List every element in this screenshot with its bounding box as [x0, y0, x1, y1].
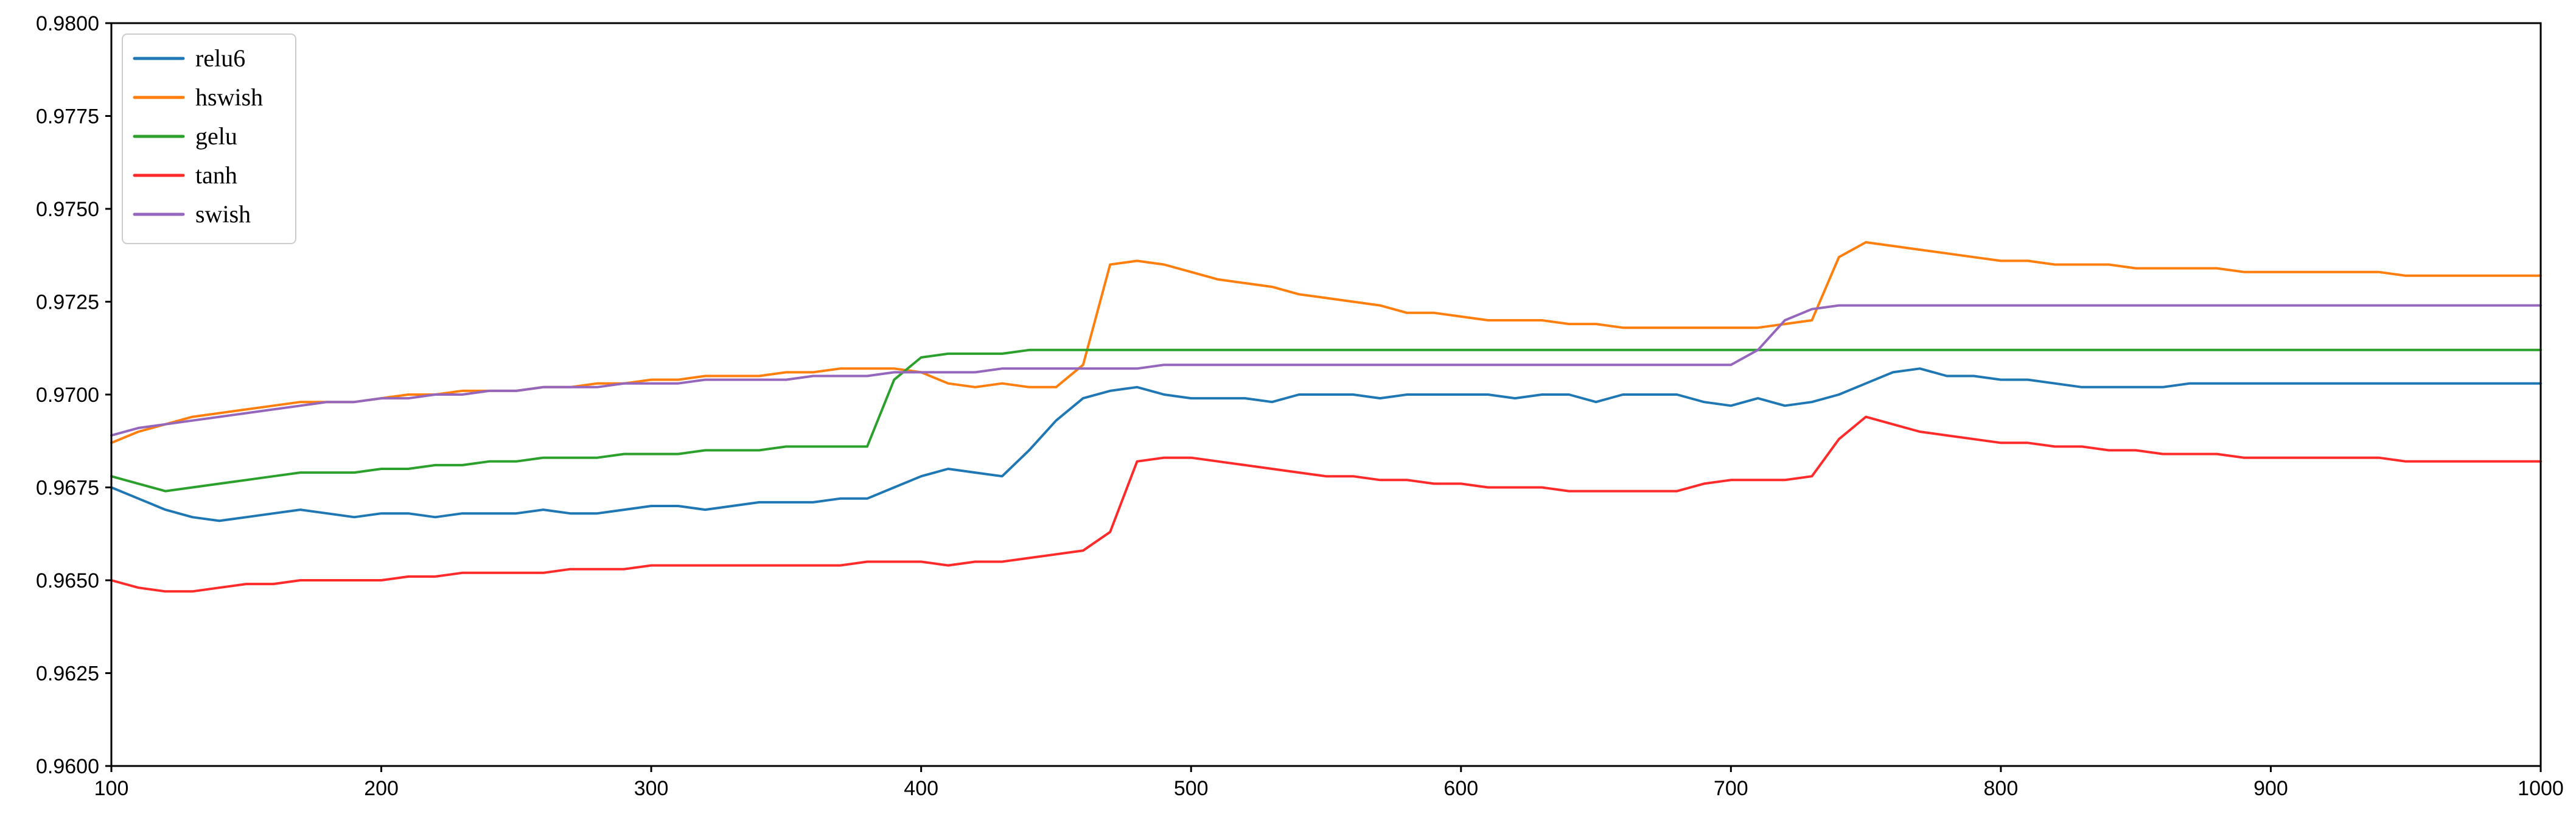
x-tick-label: 600 [1443, 777, 1478, 800]
x-tick-label: 800 [1984, 777, 2019, 800]
y-tick-label: 0.9625 [36, 662, 99, 686]
legend-label-tanh: tanh [195, 161, 237, 189]
y-tick-label: 0.9725 [36, 291, 99, 314]
series-line-relu6 [110, 367, 2542, 522]
y-tick-label: 0.9775 [36, 105, 99, 128]
x-tick-label: 300 [634, 777, 669, 800]
legend-label-swish: swish [195, 200, 251, 228]
legend-label-hswish: hswish [195, 83, 263, 111]
legend-box [122, 33, 296, 244]
series-layer [110, 241, 2542, 593]
x-tick-label: 400 [904, 777, 938, 800]
axis-layer: 100 200 300 400 500 600 700 800 900 1000 0.9600 0.9… [36, 12, 2564, 800]
series-line-gelu [110, 348, 2542, 493]
x-tick-label: 500 [1174, 777, 1209, 800]
y-tick-label: 0.9700 [36, 384, 99, 407]
x-tick-label: 900 [2253, 777, 2288, 800]
x-tick-label: 100 [94, 777, 129, 800]
y-tick-label: 0.9750 [36, 198, 99, 221]
legend-label-relu6: relu6 [195, 44, 245, 72]
x-tick-label: 700 [1714, 777, 1748, 800]
x-tick-label: 200 [364, 777, 399, 800]
y-tick-label: 0.9600 [36, 755, 99, 778]
y-tick-label: 0.9800 [36, 12, 99, 35]
x-tick-label: 1000 [2518, 777, 2564, 800]
legend-label-gelu: gelu [195, 122, 237, 150]
y-tick-label: 0.9650 [36, 569, 99, 592]
y-tick-label: 0.9675 [36, 477, 99, 500]
series-line-tanh [110, 415, 2542, 593]
series-line-swish [110, 304, 2542, 437]
legend: relu6 hswish gelu tanh swish [122, 33, 296, 244]
